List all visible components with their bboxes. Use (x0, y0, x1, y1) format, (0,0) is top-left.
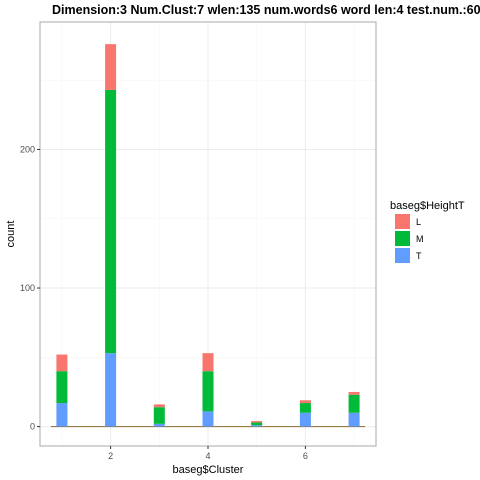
bar-segment-l-cluster-4 (202, 353, 214, 372)
bar-segment-l-cluster-6 (299, 400, 311, 404)
bar-segment-m-cluster-3 (153, 407, 165, 424)
bar-segment-t-cluster-1 (56, 403, 68, 427)
x-axis-title: baseg$Cluster (173, 464, 244, 476)
bar-segment-t-cluster-4 (202, 411, 214, 427)
legend-label-t: T (416, 251, 422, 261)
x-tick-label: 6 (303, 451, 308, 461)
bar-segment-t-cluster-6 (299, 412, 311, 427)
bar-segment-l-cluster-5 (251, 421, 263, 423)
legend: baseg$HeightT LMT (390, 200, 465, 263)
bar-segment-m-cluster-4 (202, 371, 214, 412)
x-tick-label: 4 (205, 451, 210, 461)
legend-label-m: M (416, 234, 424, 244)
legend-key-t (395, 248, 410, 263)
y-tick-label: 100 (20, 283, 35, 293)
bar-segment-m-cluster-6 (299, 403, 311, 413)
y-tick-label: 200 (20, 144, 35, 154)
y-axis-title: count (5, 221, 17, 248)
legend-key-m (395, 231, 410, 246)
legend-label-l: L (416, 217, 421, 227)
bar-segment-t-cluster-5 (251, 425, 263, 427)
bar-segment-m-cluster-2 (105, 89, 117, 354)
y-axis: 0 100 200 (20, 144, 40, 432)
bar-segment-m-cluster-7 (348, 394, 360, 413)
bar-segment-l-cluster-3 (153, 404, 165, 408)
bar-segment-t-cluster-7 (348, 412, 360, 427)
bar-segment-m-cluster-1 (56, 371, 68, 404)
bar-segment-l-cluster-2 (105, 44, 117, 90)
bar-segment-l-cluster-1 (56, 354, 68, 372)
bar-segment-m-cluster-5 (251, 422, 263, 426)
bar-segment-l-cluster-7 (348, 391, 360, 395)
x-axis: 2 4 6 (108, 446, 308, 461)
bar-segment-t-cluster-2 (105, 353, 117, 427)
y-tick-label: 0 (30, 422, 35, 432)
legend-key-l (395, 214, 410, 229)
chart-title: Dimension:3 Num.Clust:7 wlen:135 num.wor… (52, 3, 480, 17)
x-tick-label: 2 (108, 451, 113, 461)
legend-title: baseg$HeightT (390, 200, 465, 212)
bar-segment-t-cluster-3 (153, 423, 165, 427)
bars (50, 44, 366, 428)
